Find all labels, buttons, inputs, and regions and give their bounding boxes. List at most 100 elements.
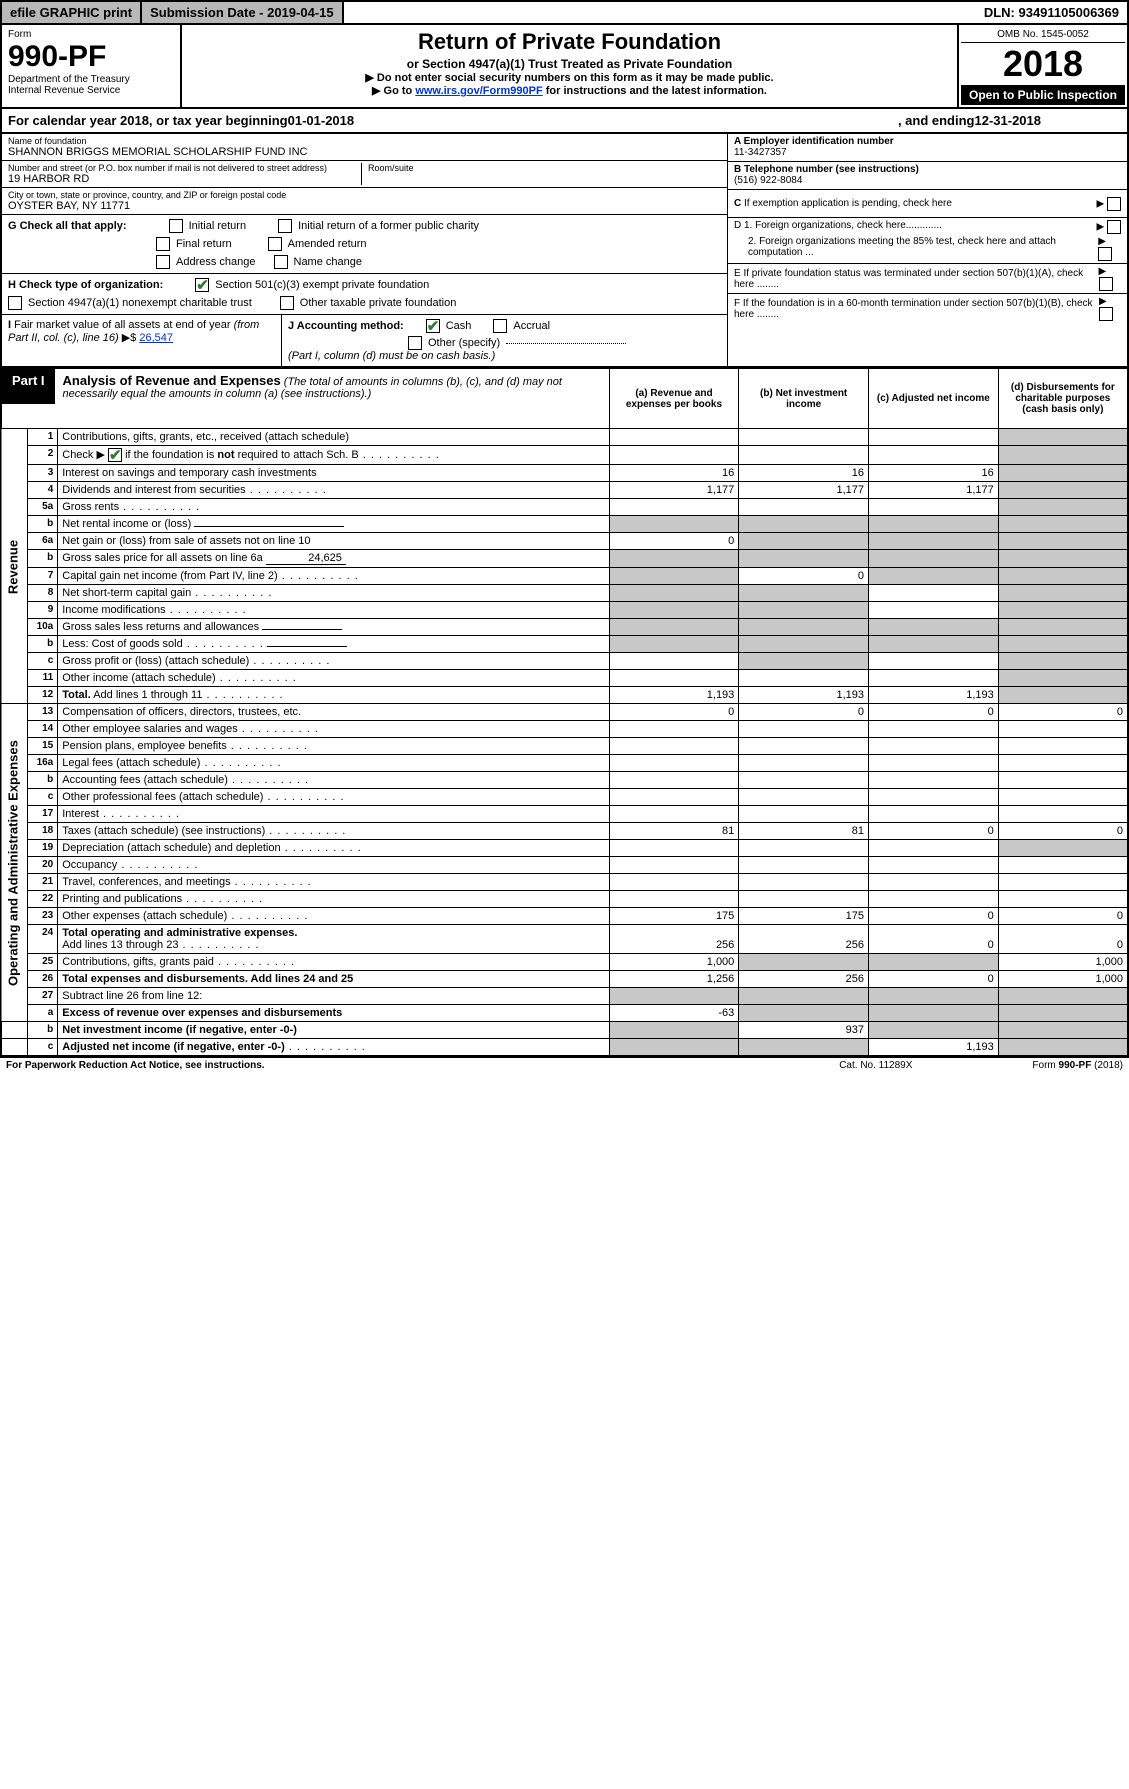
h-4947: Section 4947(a)(1) nonexempt charitable … <box>28 297 252 309</box>
irs-link[interactable]: www.irs.gov/Form990PF <box>415 85 542 97</box>
line-27a: Excess of revenue over expenses and disb… <box>58 1005 609 1022</box>
calendar-year-row: For calendar year 2018, or tax year begi… <box>0 109 1129 134</box>
city-row: City or town, state or province, country… <box>2 188 727 214</box>
open-public: Open to Public Inspection <box>961 85 1125 105</box>
chk-initial-return[interactable] <box>169 219 183 233</box>
chk-amended[interactable] <box>268 237 282 251</box>
line-10b: Less: Cost of goods sold <box>58 636 609 653</box>
col-c-header: (c) Adjusted net income <box>869 369 999 429</box>
submission-date: Submission Date - 2019-04-15 <box>142 2 344 23</box>
chk-accrual[interactable] <box>493 319 507 333</box>
line-27b: Net investment income (if negative, ente… <box>58 1022 609 1039</box>
line-15: Pension plans, employee benefits <box>58 738 609 755</box>
g-name-change: Name change <box>294 256 363 268</box>
header-right: OMB No. 1545-0052 2018 Open to Public In… <box>957 25 1127 107</box>
chk-addr-change[interactable] <box>156 255 170 269</box>
chk-final-return[interactable] <box>156 237 170 251</box>
line-3: Interest on savings and temporary cash i… <box>58 465 609 482</box>
ein-label: A Employer identification number <box>734 136 894 147</box>
cal-mid: , and ending <box>898 113 975 128</box>
c-label: If exemption application is pending, che… <box>744 198 952 209</box>
instr-1: ▶ Do not enter social security numbers o… <box>186 71 953 84</box>
chk-501c3[interactable] <box>195 278 209 292</box>
line-27c: Adjusted net income (if negative, enter … <box>58 1039 609 1057</box>
d1-label: D 1. Foreign organizations, check here..… <box>734 220 942 234</box>
e-label: E If private foundation status was termi… <box>734 268 1099 290</box>
line-5a: Gross rents <box>58 499 609 516</box>
dln: DLN: 93491105006369 <box>976 2 1127 23</box>
footer-mid: Cat. No. 11289X <box>839 1060 912 1071</box>
line-22: Printing and publications <box>58 891 609 908</box>
section-h: H Check type of organization: Section 50… <box>2 273 727 314</box>
line-10a: Gross sales less returns and allowances <box>58 619 609 636</box>
efile-button[interactable]: efile GRAPHIC print <box>2 2 142 23</box>
chk-cash[interactable] <box>426 319 440 333</box>
chk-other-method[interactable] <box>408 336 422 350</box>
line-26: Total expenses and disbursements. Add li… <box>58 971 609 988</box>
h-label: H Check type of organization: <box>8 279 163 291</box>
chk-4947[interactable] <box>8 296 22 310</box>
g-addr-change: Address change <box>176 256 256 268</box>
form-word: Form <box>8 29 174 40</box>
form-header: Form 990-PF Department of the Treasury I… <box>0 25 1129 109</box>
line-24: Total operating and administrative expen… <box>58 925 609 954</box>
j-label: J Accounting method: <box>288 320 404 332</box>
form-title: Return of Private Foundation <box>186 29 953 55</box>
header-left: Form 990-PF Department of the Treasury I… <box>2 25 182 107</box>
page-footer: For Paperwork Reduction Act Notice, see … <box>0 1057 1129 1073</box>
col-d-header: (d) Disbursements for charitable purpose… <box>998 369 1128 429</box>
line-6b-value: 24,625 <box>266 552 346 565</box>
chk-e[interactable] <box>1099 277 1113 291</box>
foundation-name-row: Name of foundation SHANNON BRIGGS MEMORI… <box>2 134 727 161</box>
line-13: Compensation of officers, directors, tru… <box>58 704 609 721</box>
chk-sch-b[interactable] <box>108 448 122 462</box>
phone-value: (516) 922-8084 <box>734 175 802 186</box>
line-6a: Net gain or (loss) from sale of assets n… <box>58 533 609 550</box>
line-8: Net short-term capital gain <box>58 585 609 602</box>
j-other: Other (specify) <box>428 337 500 349</box>
section-ij: I Fair market value of all assets at end… <box>2 314 727 366</box>
chk-c[interactable] <box>1107 197 1121 211</box>
chk-f[interactable] <box>1099 307 1113 321</box>
irs: Internal Revenue Service <box>8 85 174 96</box>
instr2-post: for instructions and the latest informat… <box>546 85 767 97</box>
f-label: F If the foundation is in a 60-month ter… <box>734 298 1099 320</box>
j-cash: Cash <box>446 320 472 332</box>
city-state-zip: OYSTER BAY, NY 11771 <box>8 200 721 212</box>
cal-end: 12-31-2018 <box>975 113 1042 128</box>
entity-right: A Employer identification number 11-3427… <box>727 134 1127 366</box>
col-b-header: (b) Net investment income <box>739 369 869 429</box>
chk-initial-former[interactable] <box>278 219 292 233</box>
line-23: Other expenses (attach schedule) <box>58 908 609 925</box>
g-label: G Check all that apply: <box>8 220 127 232</box>
chk-name-change[interactable] <box>274 255 288 269</box>
g-amended: Amended return <box>288 238 367 250</box>
fmv-link[interactable]: 26,547 <box>139 332 173 344</box>
j-note: (Part I, column (d) must be on cash basi… <box>288 350 721 362</box>
chk-d2[interactable] <box>1098 247 1112 261</box>
chk-other-taxable[interactable] <box>280 296 294 310</box>
dept: Department of the Treasury <box>8 74 174 85</box>
part1-table: Part I Analysis of Revenue and Expenses … <box>0 368 1129 1057</box>
line-19: Depreciation (attach schedule) and deple… <box>58 840 609 857</box>
city-label: City or town, state or province, country… <box>8 190 721 200</box>
line-14: Other employee salaries and wages <box>58 721 609 738</box>
instr-2: ▶ Go to www.irs.gov/Form990PF for instru… <box>186 84 953 97</box>
line-9: Income modifications <box>58 602 609 619</box>
addr-label: Number and street (or P.O. box number if… <box>8 163 361 173</box>
line-18: Taxes (attach schedule) (see instruction… <box>58 823 609 840</box>
d2-label: 2. Foreign organizations meeting the 85%… <box>734 236 1098 261</box>
expenses-label: Operating and Administrative Expenses <box>1 704 27 1022</box>
name-label: Name of foundation <box>8 136 721 146</box>
omb-number: OMB No. 1545-0052 <box>961 27 1125 43</box>
line-10c: Gross profit or (loss) (attach schedule) <box>58 653 609 670</box>
chk-d1[interactable] <box>1107 220 1121 234</box>
top-bar: efile GRAPHIC print Submission Date - 20… <box>0 0 1129 25</box>
line-11: Other income (attach schedule) <box>58 670 609 687</box>
part1-title: Analysis of Revenue and Expenses <box>63 373 281 388</box>
col-a-header: (a) Revenue and expenses per books <box>609 369 739 429</box>
part1-label: Part I <box>2 369 55 404</box>
revenue-label: Revenue <box>1 429 27 704</box>
instr2-pre: ▶ Go to <box>372 85 415 97</box>
line-27: Subtract line 26 from line 12: <box>58 988 609 1005</box>
